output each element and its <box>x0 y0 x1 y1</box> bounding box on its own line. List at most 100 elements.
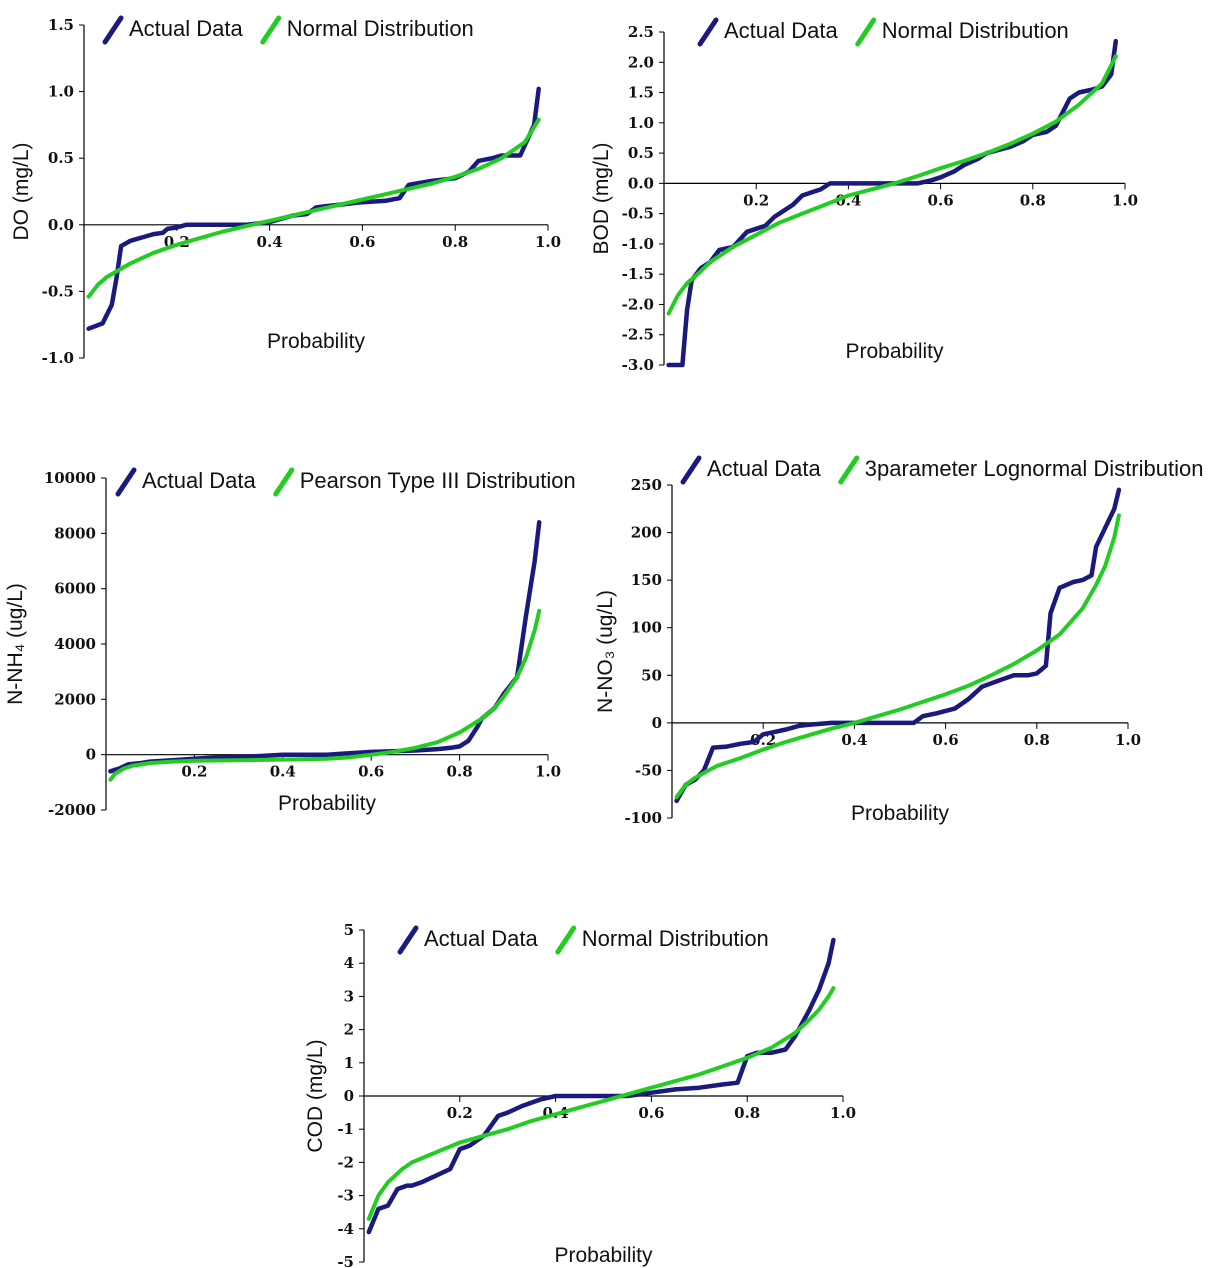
y-tick-label: 1 <box>344 1054 354 1072</box>
legend-label-fitted: Normal Distribution <box>582 926 769 951</box>
y-axis-label: DO (mg/L) <box>10 142 33 240</box>
y-tick-label: -2.0 <box>622 295 654 313</box>
x-tick-label: 1.0 <box>535 763 561 781</box>
y-tick-label: 8000 <box>54 524 96 542</box>
y-tick-label: -2 <box>337 1153 354 1171</box>
legend-label-fitted: Pearson Type III Distribution <box>300 468 576 493</box>
y-tick-label: -3.0 <box>622 356 654 374</box>
legend-swatch-fitted <box>855 17 877 47</box>
x-tick-label: 0.4 <box>257 233 283 251</box>
y-tick-label: 2.0 <box>628 53 654 71</box>
x-tick-label: 0.8 <box>447 763 473 781</box>
legend-label-fitted: 3parameter Lognormal Distribution <box>865 456 1204 481</box>
y-tick-label: 6000 <box>54 580 96 598</box>
y-tick-label: 10000 <box>44 469 96 487</box>
y-tick-label: 1.0 <box>48 83 74 101</box>
y-tick-label: 1.0 <box>628 114 654 132</box>
legend-swatch-actual <box>697 17 719 47</box>
chart-panel-2: 2.5 2.0 1.5 1.0 0.5 0.0 -0.5 -1.0 -1.5 -2.0 -2.5 -3… <box>590 17 1138 374</box>
x-axis-label: Probability <box>554 1244 653 1267</box>
x-tick-label: 0.4 <box>270 763 296 781</box>
y-tick-label: 200 <box>631 524 662 542</box>
x-tick-label: 0.8 <box>1024 731 1050 749</box>
series-line-actual <box>674 487 1122 804</box>
x-tick-label: 0.2 <box>750 731 776 749</box>
chart-panel-1: 1.51.00.50.0-0.5-1.00.2 0.4 0.6 0.8 1.0Actua… <box>10 15 561 367</box>
x-tick-label: 0.6 <box>928 191 954 209</box>
legend-swatch-actual <box>115 467 137 497</box>
y-tick-label: -4 <box>337 1220 354 1238</box>
y-tick-label: 2 <box>344 1021 354 1039</box>
legend-swatch-actual <box>102 15 124 45</box>
x-tick-label: 1.0 <box>830 1104 856 1122</box>
legend-label-actual: Actual Data <box>724 18 838 43</box>
x-tick-label: 0.6 <box>638 1104 664 1122</box>
x-tick-label: 0.2 <box>447 1104 473 1122</box>
legend-swatch-fitted <box>260 15 282 45</box>
x-tick-label: 1.0 <box>1112 191 1138 209</box>
series-line-fitted <box>108 608 542 782</box>
y-axis-label: N-NO₃ (ug/L) <box>594 590 617 713</box>
x-tick-label: 0.4 <box>835 191 861 209</box>
x-axis-label: Probability <box>851 802 950 825</box>
y-tick-label: 0.0 <box>628 174 654 192</box>
y-tick-label: -1.5 <box>622 265 654 283</box>
x-tick-label: 1.0 <box>535 233 561 251</box>
y-tick-label: -100 <box>624 809 662 827</box>
series-line-fitted <box>666 54 1118 316</box>
legend-label-fitted: Normal Distribution <box>287 16 474 41</box>
legend-label-fitted: Normal Distribution <box>882 18 1069 43</box>
chart-panel-3: 10000 8000 6000 4000 2000 0 -2000 0.2 0.4 0.6 0.8 1… <box>4 467 576 819</box>
x-tick-label: 0.6 <box>349 233 375 251</box>
y-tick-label: 2.5 <box>628 23 654 41</box>
y-tick-label: 0 <box>652 714 662 732</box>
y-tick-label: 250 <box>631 476 662 494</box>
x-tick-label: 0.8 <box>734 1104 760 1122</box>
y-tick-label: 50 <box>641 666 662 684</box>
x-tick-label: 1.0 <box>1115 731 1141 749</box>
y-tick-label: 0.5 <box>628 144 654 162</box>
x-tick-label: 0.2 <box>181 763 207 781</box>
x-axis-label: Probability <box>278 792 377 815</box>
y-tick-label: 3 <box>344 987 354 1005</box>
y-tick-label: 0.0 <box>48 216 74 234</box>
y-tick-label: 1.5 <box>628 84 654 102</box>
y-axis-label: COD (mg/L) <box>304 1039 327 1152</box>
legend-swatch-fitted <box>838 455 860 485</box>
legend-label-actual: Actual Data <box>129 16 243 41</box>
y-tick-label: -0.5 <box>622 205 654 223</box>
legend-label-actual: Actual Data <box>424 926 538 951</box>
y-tick-label: 150 <box>631 571 662 589</box>
y-tick-label: -50 <box>635 761 662 779</box>
x-axis-label: Probability <box>267 330 366 353</box>
series-line-actual <box>108 520 542 774</box>
legend-swatch-actual <box>397 925 419 955</box>
y-tick-label: -1.0 <box>622 235 654 253</box>
y-tick-label: -2.5 <box>622 326 654 344</box>
y-tick-label: 0 <box>86 746 96 764</box>
y-tick-label: -0.5 <box>42 282 74 300</box>
legend-label-actual: Actual Data <box>142 468 256 493</box>
legend-swatch-fitted <box>555 925 577 955</box>
x-tick-label: 0.4 <box>841 731 867 749</box>
y-axis-label: BOD (mg/L) <box>590 142 613 254</box>
legend-swatch-fitted <box>273 467 295 497</box>
legend-swatch-actual <box>680 455 702 485</box>
series-line-fitted <box>674 513 1121 800</box>
y-tick-label: 1.5 <box>48 16 74 34</box>
x-tick-label: 0.6 <box>358 763 384 781</box>
x-tick-label: 0.8 <box>442 233 468 251</box>
x-tick-label: 0.8 <box>1020 191 1046 209</box>
y-tick-label: 4000 <box>54 635 96 653</box>
series-line-actual <box>366 937 836 1235</box>
x-axis-label: Probability <box>845 340 944 363</box>
y-tick-label: 2000 <box>54 690 96 708</box>
y-tick-label: 0 <box>344 1087 354 1105</box>
y-tick-label: 4 <box>344 954 354 972</box>
y-tick-label: 0.5 <box>48 149 74 167</box>
legend-label-actual: Actual Data <box>707 456 821 481</box>
y-tick-label: -2000 <box>48 801 96 819</box>
y-axis-label: N-NH₄ (ug/L) <box>4 583 27 705</box>
